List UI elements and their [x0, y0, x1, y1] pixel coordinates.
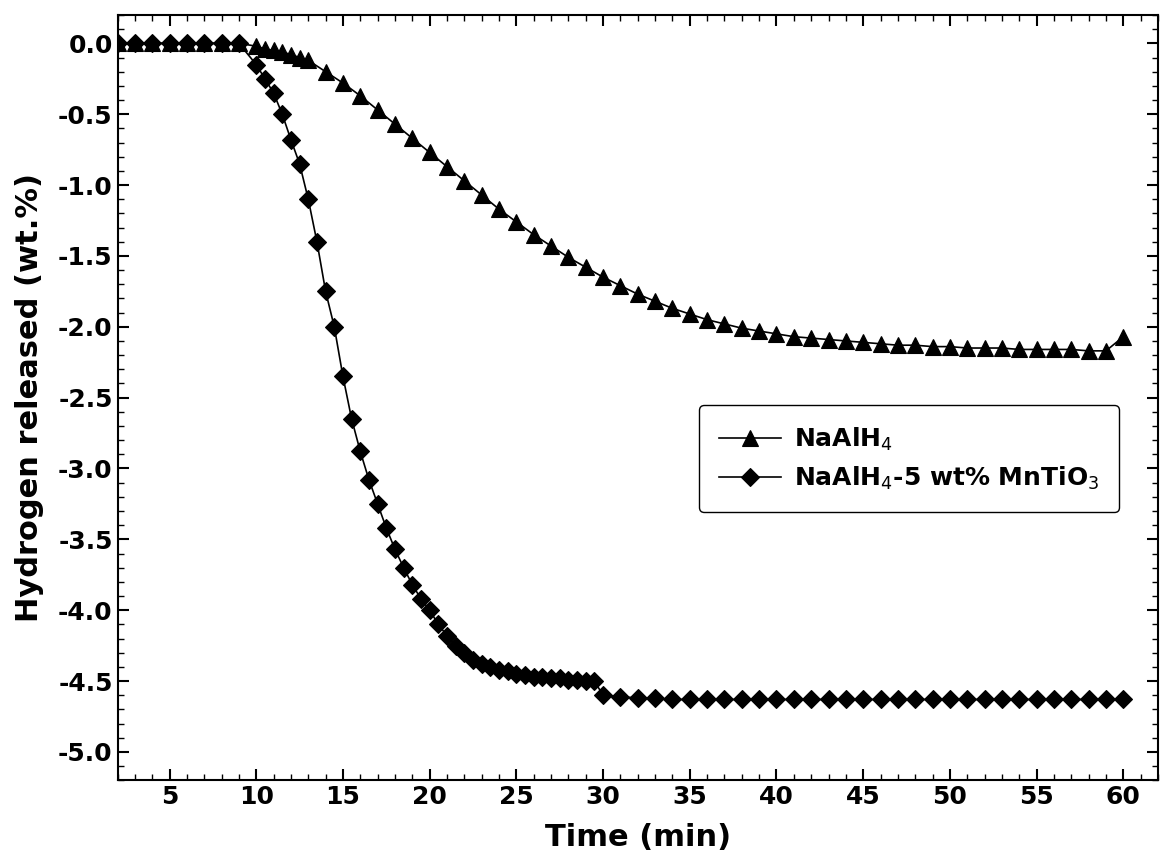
Y-axis label: Hydrogen released (wt.%): Hydrogen released (wt.%)	[15, 173, 45, 623]
NaAlH$_4$	[578, 262, 592, 272]
NaAlH$_4$	[197, 38, 211, 49]
Line: NaAlH$_4$: NaAlH$_4$	[110, 36, 1131, 358]
NaAlH$_4$	[1117, 331, 1131, 342]
NaAlH$_4$	[1082, 346, 1096, 356]
NaAlH$_4$-5 wt% MnTiO$_3$	[345, 414, 359, 424]
NaAlH$_4$	[335, 78, 350, 88]
NaAlH$_4$	[977, 342, 991, 353]
NaAlH$_4$-5 wt% MnTiO$_3$	[110, 38, 124, 49]
Legend: NaAlH$_4$, NaAlH$_4$-5 wt% MnTiO$_3$: NaAlH$_4$, NaAlH$_4$-5 wt% MnTiO$_3$	[699, 406, 1119, 512]
NaAlH$_4$-5 wt% MnTiO$_3$	[570, 675, 584, 685]
NaAlH$_4$-5 wt% MnTiO$_3$	[362, 474, 377, 485]
NaAlH$_4$	[700, 315, 714, 325]
X-axis label: Time (min): Time (min)	[544, 823, 731, 852]
NaAlH$_4$-5 wt% MnTiO$_3$	[1117, 694, 1131, 705]
NaAlH$_4$-5 wt% MnTiO$_3$	[665, 694, 679, 705]
NaAlH$_4$	[110, 38, 124, 49]
Line: NaAlH$_4$-5 wt% MnTiO$_3$: NaAlH$_4$-5 wt% MnTiO$_3$	[111, 37, 1130, 706]
NaAlH$_4$	[284, 49, 298, 60]
NaAlH$_4$-5 wt% MnTiO$_3$	[448, 641, 462, 651]
NaAlH$_4$-5 wt% MnTiO$_3$	[457, 648, 472, 658]
NaAlH$_4$-5 wt% MnTiO$_3$	[769, 694, 784, 705]
